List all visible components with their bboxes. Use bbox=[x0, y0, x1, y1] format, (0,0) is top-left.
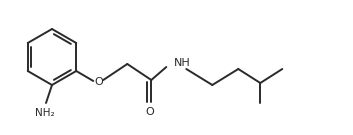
Text: NH₂: NH₂ bbox=[35, 108, 55, 118]
Text: O: O bbox=[145, 107, 154, 117]
Text: NH: NH bbox=[174, 58, 191, 68]
Text: O: O bbox=[94, 77, 103, 87]
